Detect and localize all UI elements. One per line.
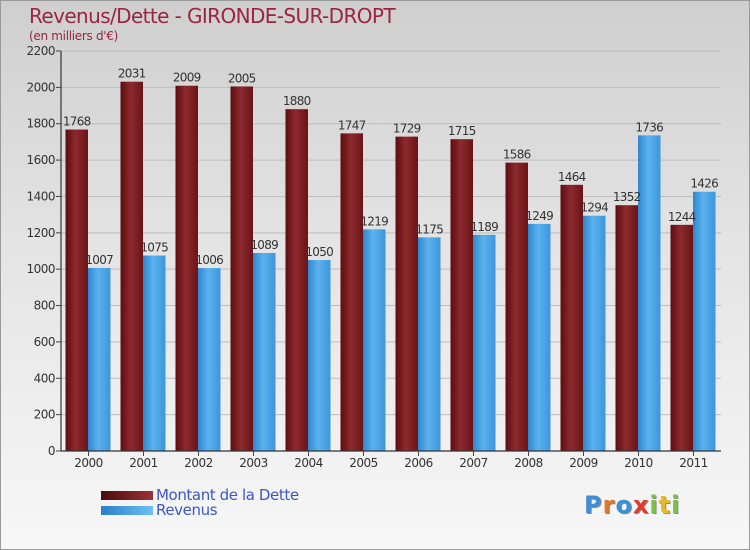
data-label-revenue: 1050 xyxy=(305,245,333,259)
bar-revenue xyxy=(253,253,276,451)
logo-letter: P xyxy=(584,491,603,519)
data-label-debt: 1464 xyxy=(558,170,586,184)
bar-debt xyxy=(340,133,363,451)
data-label-revenue: 1294 xyxy=(580,201,608,215)
bar-debt xyxy=(450,139,473,451)
bar-debt xyxy=(395,136,418,452)
data-label-revenue: 1175 xyxy=(415,222,443,236)
y-tick-label: 1600 xyxy=(26,153,55,167)
y-tick-label: 600 xyxy=(34,335,55,349)
chart-subtitle: (en milliers d'€) xyxy=(29,29,119,43)
data-label-debt: 1715 xyxy=(448,124,476,138)
bar-revenue xyxy=(198,268,221,451)
bar-debt xyxy=(615,205,638,451)
y-tick-label: 400 xyxy=(34,371,55,385)
logo-letter: x xyxy=(632,491,650,519)
bar-debt xyxy=(670,224,693,451)
bar-revenue xyxy=(473,234,496,451)
bar-revenue xyxy=(363,229,386,451)
bar-revenue xyxy=(583,215,606,451)
x-tick-label: 2005 xyxy=(349,456,378,470)
data-label-revenue: 1075 xyxy=(140,241,168,255)
x-tick-label: 2001 xyxy=(129,456,158,470)
x-tick-label: 2008 xyxy=(514,456,543,470)
x-tick-label: 2009 xyxy=(569,456,598,470)
logo-letter: i xyxy=(671,491,681,519)
legend-swatch-revenue xyxy=(101,506,153,515)
data-label-debt: 1880 xyxy=(283,94,311,108)
bar-debt xyxy=(505,162,528,452)
bar-revenue xyxy=(638,135,661,451)
bar-revenue xyxy=(143,255,166,451)
chart-title: Revenus/Dette - GIRONDE-SUR-DROPT xyxy=(29,4,396,28)
data-label-debt: 1768 xyxy=(63,115,91,129)
y-tick-label: 1400 xyxy=(26,189,55,203)
bar-revenue xyxy=(418,237,441,451)
data-label-debt: 2005 xyxy=(228,71,256,85)
logo-letter: i xyxy=(649,491,659,519)
x-tick-label: 2000 xyxy=(74,456,103,470)
y-tick-label: 2200 xyxy=(26,44,55,58)
legend-label-debt: Montant de la Dette xyxy=(156,486,299,504)
data-label-revenue: 1007 xyxy=(85,253,113,267)
x-tick-label: 2007 xyxy=(459,456,488,470)
data-label-revenue: 1089 xyxy=(250,238,278,252)
bar-revenue xyxy=(308,260,331,451)
data-label-revenue: 1736 xyxy=(635,120,663,134)
y-tick-label: 1000 xyxy=(26,262,55,276)
data-label-revenue: 1219 xyxy=(360,214,388,228)
logo-letter: r xyxy=(602,491,616,519)
x-tick-label: 2010 xyxy=(624,456,653,470)
x-tick-label: 2004 xyxy=(294,456,323,470)
data-label-revenue: 1249 xyxy=(525,209,553,223)
bar-revenue xyxy=(528,223,551,451)
data-label-debt: 2009 xyxy=(173,71,201,85)
data-label-debt: 1586 xyxy=(503,148,531,162)
data-label-debt: 1352 xyxy=(613,190,641,204)
proxiti-logo: Proxiti xyxy=(584,491,680,519)
bar-debt xyxy=(175,85,198,452)
data-label-revenue: 1426 xyxy=(690,177,718,191)
legend-swatch-debt xyxy=(101,491,153,500)
bar-debt xyxy=(560,184,583,451)
data-label-debt: 2031 xyxy=(118,67,146,81)
bar-debt xyxy=(120,81,143,452)
logo-letter: o xyxy=(615,491,633,519)
y-tick-label: 800 xyxy=(34,299,55,313)
x-tick-label: 2006 xyxy=(404,456,433,470)
y-tick-label: 1800 xyxy=(26,117,55,131)
data-label-revenue: 1189 xyxy=(470,220,498,234)
logo-letter: t xyxy=(658,491,672,519)
x-tick-label: 2002 xyxy=(184,456,213,470)
y-tick-label: 0 xyxy=(48,444,55,458)
x-tick-label: 2011 xyxy=(679,456,708,470)
y-tick-label: 2000 xyxy=(26,80,55,94)
legend-label-revenue: Revenus xyxy=(156,501,218,519)
data-label-debt: 1747 xyxy=(338,118,366,132)
bar-revenue xyxy=(88,267,111,451)
bar-debt xyxy=(285,109,308,451)
bar-debt xyxy=(65,129,88,451)
y-tick-label: 1200 xyxy=(26,226,55,240)
data-label-revenue: 1006 xyxy=(195,253,223,267)
data-label-debt: 1729 xyxy=(393,122,421,136)
x-tick-label: 2003 xyxy=(239,456,268,470)
bar-revenue xyxy=(693,191,716,451)
y-tick-label: 200 xyxy=(34,408,55,422)
bar-debt xyxy=(230,86,253,452)
data-label-debt: 1244 xyxy=(668,210,696,224)
